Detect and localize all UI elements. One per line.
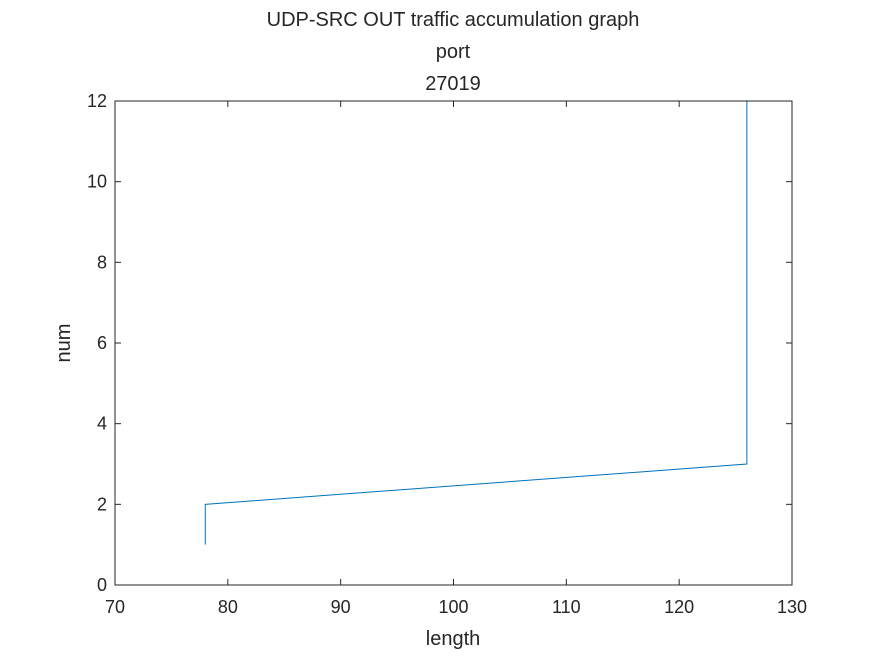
y-tick-label: 2 <box>97 494 107 514</box>
y-tick-label: 6 <box>97 333 107 353</box>
chart-title-line-2: port <box>436 41 471 63</box>
x-tick-label: 70 <box>105 597 125 617</box>
y-axis: 0 2 4 6 8 10 12 <box>87 91 792 595</box>
chart-title-line-3: 27019 <box>425 73 481 95</box>
y-tick-label: 4 <box>97 414 107 434</box>
x-tick-label: 90 <box>331 597 351 617</box>
y-tick-label: 0 <box>97 575 107 595</box>
x-tick-label: 120 <box>664 597 694 617</box>
x-tick-label: 100 <box>438 597 468 617</box>
y-tick-label: 10 <box>87 172 107 192</box>
series-line <box>204 101 748 545</box>
chart-title-line-1: UDP-SRC OUT traffic accumulation graph <box>267 9 640 31</box>
series-layer <box>204 101 748 545</box>
x-tick-label: 130 <box>777 597 807 617</box>
x-axis: 70 80 90 100 110 120 130 <box>105 101 807 617</box>
plot-area <box>115 101 792 585</box>
y-axis-label: num <box>53 324 75 363</box>
x-tick-label: 80 <box>218 597 238 617</box>
x-tick-label: 110 <box>552 597 581 617</box>
y-tick-label: 8 <box>97 252 107 272</box>
x-axis-label: length <box>426 628 481 650</box>
y-tick-label: 12 <box>87 91 107 111</box>
